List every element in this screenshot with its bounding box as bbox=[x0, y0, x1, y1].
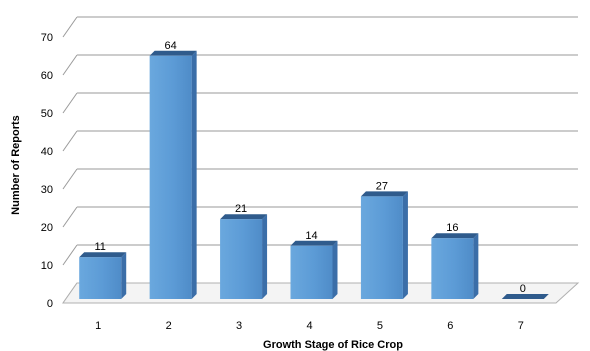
data-label: 0 bbox=[520, 283, 526, 295]
gridline-side bbox=[62, 206, 78, 228]
data-label: 14 bbox=[305, 230, 317, 242]
bars bbox=[79, 50, 549, 299]
bar bbox=[149, 55, 192, 299]
bar-top bbox=[220, 214, 268, 220]
y-tick-label: 50 bbox=[41, 108, 53, 120]
x-tick-label: 7 bbox=[518, 320, 524, 332]
x-axis-ticks: 1 2 3 4 5 6 7 bbox=[95, 320, 524, 332]
bar-side bbox=[262, 214, 268, 299]
gridline-side bbox=[62, 54, 78, 76]
gridline-side bbox=[62, 92, 78, 114]
x-axis-title: Growth Stage of Rice Crop bbox=[263, 339, 403, 351]
data-label: 16 bbox=[446, 222, 458, 234]
bar-top bbox=[501, 294, 549, 299]
y-tick-label: 60 bbox=[41, 70, 53, 82]
x-tick-label: 4 bbox=[306, 320, 312, 332]
gridline-side bbox=[62, 168, 78, 190]
y-tick-label: 70 bbox=[41, 32, 53, 44]
y-axis-title: Number of Reports bbox=[10, 115, 22, 215]
x-tick-label: 5 bbox=[377, 320, 383, 332]
data-label: 21 bbox=[235, 203, 247, 215]
x-tick-label: 1 bbox=[95, 320, 101, 332]
x-tick-label: 2 bbox=[166, 320, 172, 332]
bar-side bbox=[121, 252, 127, 299]
y-tick-label: 30 bbox=[41, 184, 53, 196]
gridline-side bbox=[62, 130, 78, 152]
bar-top bbox=[79, 252, 127, 258]
gridline-side bbox=[62, 16, 78, 38]
data-label: 27 bbox=[376, 180, 388, 192]
y-tick-label: 0 bbox=[47, 298, 53, 310]
bar-side bbox=[191, 50, 197, 299]
bar-top bbox=[431, 233, 479, 239]
y-axis-ticks: 0 10 20 30 40 50 60 70 bbox=[41, 32, 53, 310]
y-tick-label: 10 bbox=[41, 260, 53, 272]
bar bbox=[290, 245, 333, 299]
bar bbox=[431, 238, 474, 299]
gridline-side bbox=[62, 244, 78, 266]
bar bbox=[360, 196, 403, 299]
bar-side bbox=[332, 240, 338, 299]
data-label: 64 bbox=[165, 40, 177, 52]
bar bbox=[79, 257, 122, 299]
bar-side bbox=[473, 233, 479, 299]
y-tick-label: 20 bbox=[41, 222, 53, 234]
bar-side bbox=[402, 191, 408, 299]
bar-top bbox=[360, 191, 408, 197]
bar-top bbox=[149, 50, 197, 56]
bar-top bbox=[290, 240, 338, 246]
y-tick-label: 40 bbox=[41, 146, 53, 158]
x-tick-label: 3 bbox=[236, 320, 242, 332]
data-label: 11 bbox=[95, 241, 106, 253]
x-tick-label: 6 bbox=[447, 320, 453, 332]
data-labels: 11 64 21 14 27 16 0 bbox=[95, 40, 526, 295]
bar bbox=[220, 219, 263, 299]
